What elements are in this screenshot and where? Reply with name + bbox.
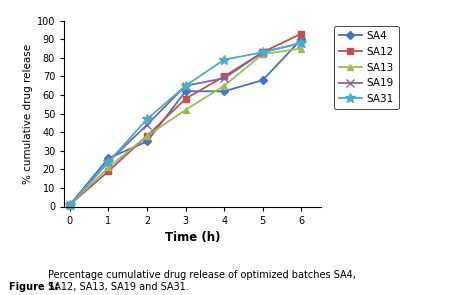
- SA13: [299, 47, 304, 50]
- SA19: [106, 160, 111, 164]
- SA31: [106, 160, 111, 164]
- Y-axis label: % cumulative drug release: % cumulative drug release: [22, 44, 33, 183]
- SA13: [106, 166, 111, 169]
- SA31: [67, 203, 73, 206]
- Line: SA19: SA19: [66, 39, 305, 209]
- SA31: [260, 50, 266, 54]
- Text: Figure 1:: Figure 1:: [9, 282, 62, 292]
- Line: SA4: SA4: [67, 37, 304, 207]
- SA13: [67, 203, 73, 206]
- SA12: [299, 32, 304, 35]
- SA4: [221, 89, 227, 93]
- SA12: [260, 50, 266, 54]
- Line: SA13: SA13: [66, 45, 305, 208]
- SA19: [67, 203, 73, 206]
- Line: SA31: SA31: [65, 38, 306, 209]
- SA31: [299, 41, 304, 45]
- SA13: [221, 84, 227, 88]
- SA4: [67, 203, 73, 206]
- SA4: [144, 140, 150, 143]
- SA13: [260, 52, 266, 56]
- SA12: [221, 75, 227, 78]
- SA19: [183, 84, 188, 88]
- SA4: [106, 156, 111, 160]
- SA12: [183, 97, 188, 101]
- X-axis label: Time (h): Time (h): [164, 231, 220, 244]
- SA19: [299, 41, 304, 45]
- SA19: [144, 123, 150, 127]
- SA19: [221, 76, 227, 80]
- SA13: [144, 134, 150, 138]
- SA31: [183, 84, 188, 88]
- SA13: [183, 108, 188, 112]
- SA4: [183, 89, 188, 93]
- SA12: [106, 169, 111, 173]
- SA12: [144, 134, 150, 138]
- SA19: [260, 50, 266, 54]
- SA12: [67, 203, 73, 206]
- Line: SA12: SA12: [66, 30, 305, 208]
- SA31: [144, 117, 150, 121]
- SA4: [299, 37, 304, 41]
- Text: Percentage cumulative drug release of optimized batches SA4,
SA12, SA13, SA19 an: Percentage cumulative drug release of op…: [48, 271, 356, 292]
- SA31: [221, 58, 227, 61]
- SA4: [260, 78, 266, 82]
- Legend: SA4, SA12, SA13, SA19, SA31: SA4, SA12, SA13, SA19, SA31: [333, 26, 399, 109]
